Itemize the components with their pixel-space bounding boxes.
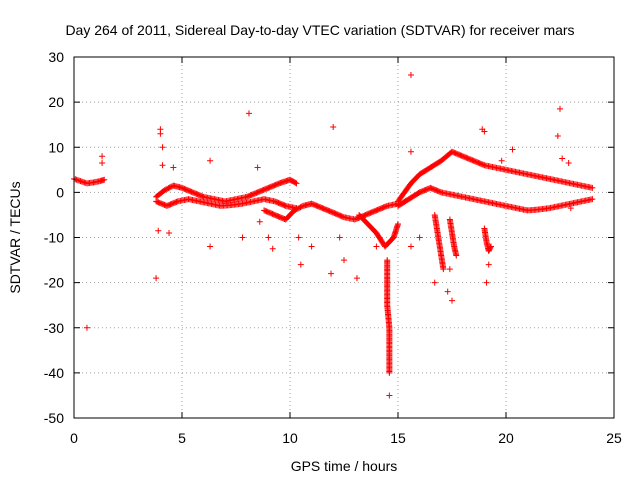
data-point <box>297 261 304 268</box>
data-point <box>373 243 380 250</box>
data-point <box>265 234 272 241</box>
data-point <box>567 205 574 212</box>
y-tick-label: 0 <box>56 184 64 200</box>
data-point <box>83 324 90 331</box>
y-tick-label: 30 <box>48 49 64 65</box>
data-point <box>254 164 261 171</box>
y-tick-label: 10 <box>48 139 64 155</box>
data-point <box>557 105 563 112</box>
data-point <box>453 252 460 259</box>
data-point <box>269 245 276 252</box>
x-tick-label: 25 <box>606 430 622 446</box>
x-tick-label: 0 <box>70 430 78 446</box>
data-point <box>487 244 494 251</box>
data-point <box>353 275 360 282</box>
gridlines <box>74 57 614 418</box>
data-point <box>449 297 455 304</box>
y-tick-label: -50 <box>44 410 64 426</box>
data-point <box>483 279 490 286</box>
data-point <box>173 198 180 205</box>
data-point <box>328 270 335 277</box>
data-point <box>487 243 494 250</box>
data-point <box>446 266 453 273</box>
data-point <box>407 148 414 155</box>
data-point <box>444 288 451 295</box>
data-point <box>153 275 160 282</box>
data-point <box>101 176 108 183</box>
data-point <box>330 123 337 130</box>
x-tick-label: 5 <box>178 430 186 446</box>
y-tick-label: 20 <box>48 94 64 110</box>
data-point <box>256 218 263 225</box>
data-point <box>386 392 393 399</box>
data-point <box>559 155 566 162</box>
data-point <box>480 161 487 168</box>
data-point <box>589 196 596 203</box>
data-point <box>498 157 505 164</box>
data-point <box>485 261 492 268</box>
data-point <box>99 153 106 160</box>
data-point <box>481 128 488 135</box>
data-point <box>159 162 166 169</box>
data-point <box>166 229 173 236</box>
data-point <box>295 234 302 241</box>
data-point <box>431 279 438 286</box>
data-point <box>440 266 447 273</box>
y-axis-label: SDTVAR / TECUs <box>7 181 23 293</box>
data-point <box>199 193 206 200</box>
data-points <box>71 72 596 399</box>
data-point <box>99 160 106 167</box>
data-point <box>416 234 423 241</box>
y-tick-label: -30 <box>44 320 64 336</box>
data-point <box>407 72 414 79</box>
data-point <box>395 220 401 227</box>
data-point <box>437 188 443 195</box>
y-tick-label: -40 <box>44 365 64 381</box>
data-point <box>339 213 346 220</box>
data-point <box>207 157 214 164</box>
x-tick-label: 15 <box>390 430 406 446</box>
data-point <box>565 160 572 167</box>
data-point <box>407 243 414 250</box>
data-point <box>239 234 246 241</box>
data-point <box>589 184 596 191</box>
chart-title: Day 264 of 2011, Sidereal Day-to-day VTE… <box>65 22 574 38</box>
data-point <box>292 179 299 186</box>
data-point <box>207 243 214 250</box>
data-point <box>383 203 389 210</box>
data-point <box>341 257 347 264</box>
data-point <box>170 164 177 171</box>
x-tick-label: 10 <box>282 430 298 446</box>
data-point <box>281 202 288 209</box>
data-point <box>155 227 162 234</box>
data-point <box>159 144 166 151</box>
data-point <box>336 234 343 241</box>
data-point <box>554 132 561 139</box>
data-point <box>509 146 516 153</box>
data-point <box>293 180 300 187</box>
data-point <box>386 369 393 376</box>
x-tick-label: 20 <box>498 430 514 446</box>
data-point <box>308 243 315 250</box>
data-point <box>245 110 252 117</box>
axis-ticks: 0 5 10 15 20 25 30 20 10 0 -10 -20 -30 -40 -50 <box>44 49 622 446</box>
y-tick-label: -10 <box>44 230 64 246</box>
y-tick-label: -20 <box>44 275 64 291</box>
data-point <box>157 130 164 137</box>
x-axis-label: GPS time / hours <box>291 458 398 474</box>
